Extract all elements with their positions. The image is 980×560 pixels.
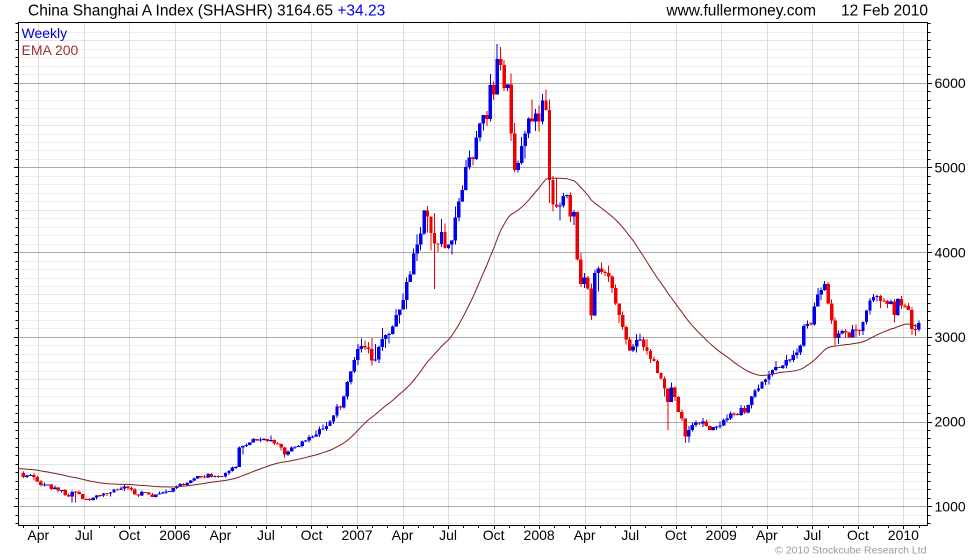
svg-text:Apr: Apr <box>574 527 596 543</box>
svg-text:China Shanghai A Index (SHASHR: China Shanghai A Index (SHASHR) 3164.65 … <box>28 2 385 19</box>
svg-text:© 2010 Stockcube Research Ltd: © 2010 Stockcube Research Ltd <box>775 545 926 557</box>
svg-text:12 Feb 2010: 12 Feb 2010 <box>841 2 928 19</box>
svg-text:Oct: Oct <box>847 527 869 543</box>
svg-text:2008: 2008 <box>524 527 555 543</box>
svg-text:2006: 2006 <box>159 527 190 543</box>
svg-text:2007: 2007 <box>341 527 372 543</box>
svg-text:Oct: Oct <box>118 527 140 543</box>
svg-text:4000: 4000 <box>935 244 966 260</box>
svg-text:www.fullermoney.com: www.fullermoney.com <box>665 2 816 19</box>
svg-text:1000: 1000 <box>935 498 966 514</box>
svg-text:Oct: Oct <box>665 527 687 543</box>
svg-text:Apr: Apr <box>756 527 778 543</box>
svg-text:Jul: Jul <box>621 527 639 543</box>
svg-text:Jul: Jul <box>257 527 275 543</box>
svg-text:Jul: Jul <box>803 527 821 543</box>
svg-text:2000: 2000 <box>935 414 966 430</box>
svg-text:EMA 200: EMA 200 <box>22 42 79 58</box>
svg-text:Apr: Apr <box>392 527 414 543</box>
svg-text:Apr: Apr <box>27 527 49 543</box>
svg-text:5000: 5000 <box>935 160 966 176</box>
svg-text:Weekly: Weekly <box>22 25 68 41</box>
svg-text:Jul: Jul <box>75 527 93 543</box>
svg-text:Oct: Oct <box>301 527 323 543</box>
svg-text:Jul: Jul <box>439 527 457 543</box>
svg-text:2009: 2009 <box>706 527 737 543</box>
svg-text:6000: 6000 <box>935 75 966 91</box>
svg-text:Apr: Apr <box>210 527 232 543</box>
svg-text:3000: 3000 <box>935 329 966 345</box>
svg-text:Oct: Oct <box>483 527 505 543</box>
svg-text:2010: 2010 <box>888 527 919 543</box>
